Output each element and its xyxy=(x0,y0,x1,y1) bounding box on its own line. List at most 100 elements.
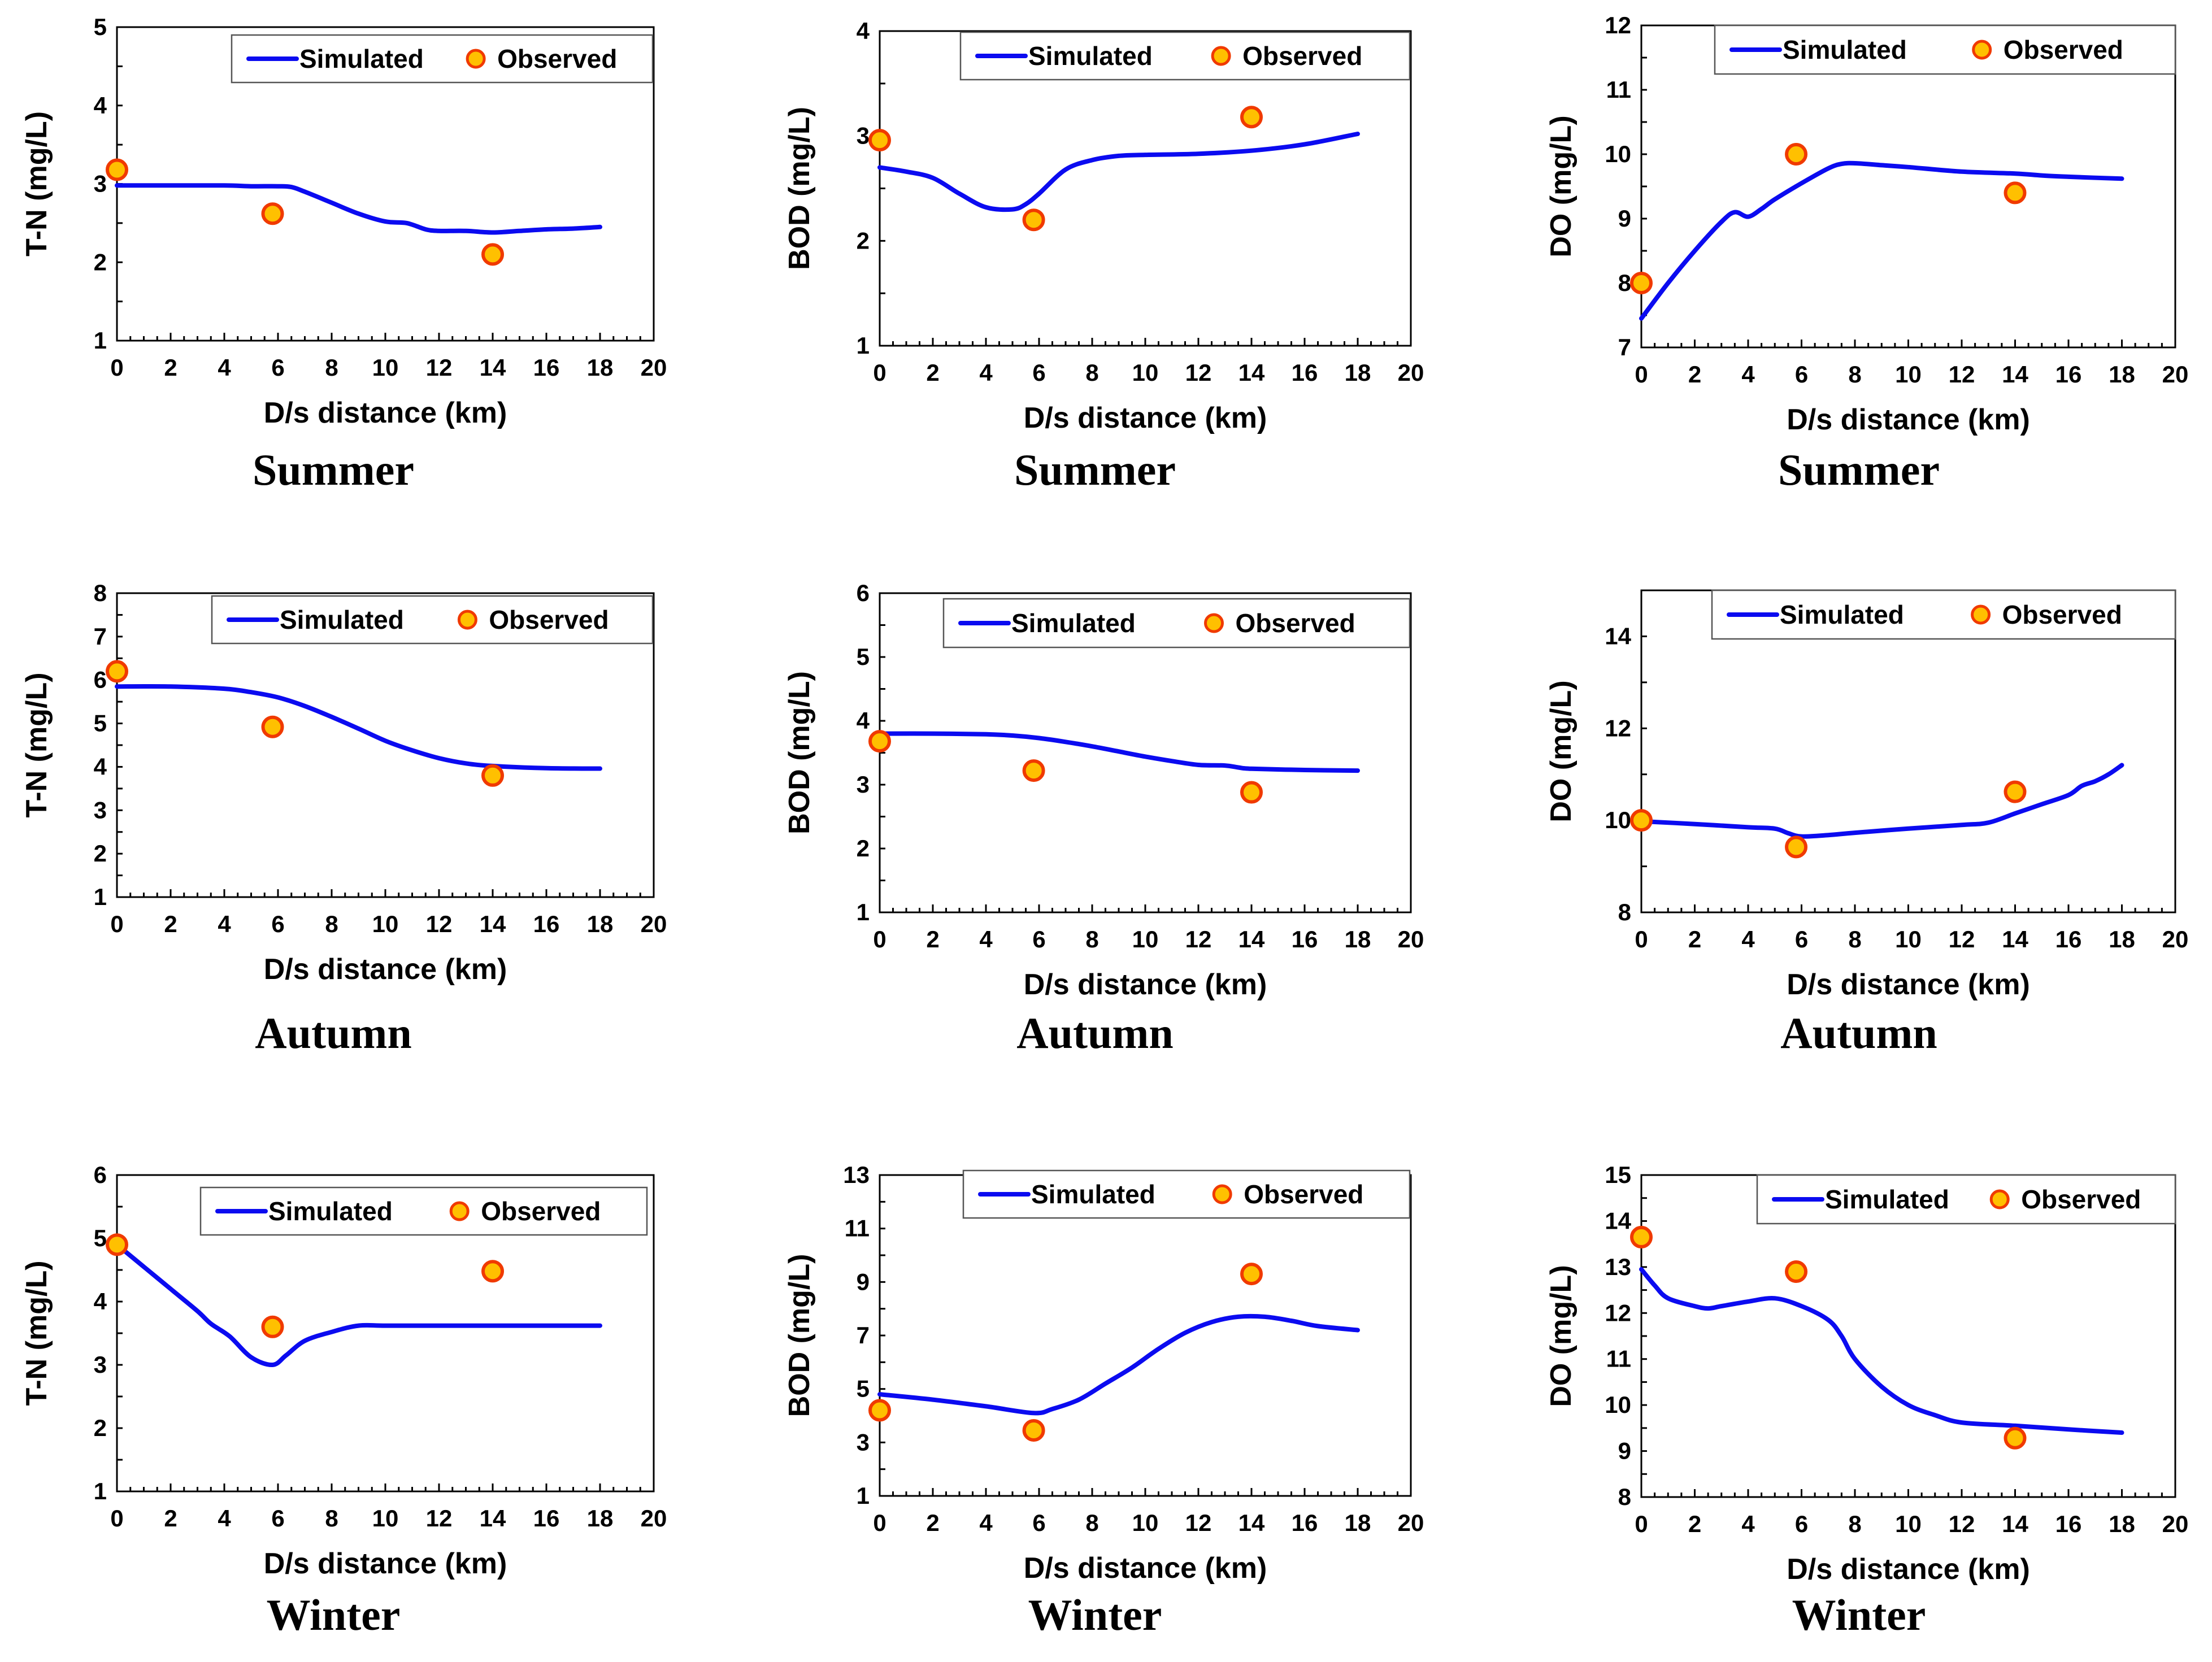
observed-point xyxy=(106,660,128,683)
y-tick-label: 5 xyxy=(94,710,107,737)
x-tick-label: 4 xyxy=(979,1509,993,1536)
legend-box xyxy=(959,31,1411,81)
observed-point xyxy=(868,1399,891,1422)
y-tick-label: 8 xyxy=(94,580,107,606)
y-tick-label: 4 xyxy=(857,18,870,44)
x-tick-label: 10 xyxy=(1132,926,1159,952)
y-tick-label: 7 xyxy=(1618,334,1631,360)
legend: Simulated Observed xyxy=(942,598,1411,649)
observed-point xyxy=(868,730,891,753)
chart-panel: 0 2 4 6 8 10 12 14 16 18 20 8 9 10 11 12 13 14 15 D/s dista… xyxy=(1545,1161,2188,1639)
x-tick-label: 12 xyxy=(1949,361,1975,388)
legend-box xyxy=(211,595,654,645)
x-tick-label: 4 xyxy=(1741,1511,1755,1537)
y-tick-label: 13 xyxy=(1605,1254,1631,1280)
legend-point-swatch xyxy=(449,1201,470,1221)
x-tick-label: 16 xyxy=(533,911,560,937)
legend-observed-label: Observed xyxy=(2021,1185,2141,1214)
simulated-line xyxy=(115,1242,602,1368)
season-caption: Summer xyxy=(1014,445,1176,494)
x-axis-title: D/s distance (km) xyxy=(264,1547,507,1580)
legend-simulated-label: Simulated xyxy=(1825,1185,1949,1214)
x-tick-label: 10 xyxy=(1895,926,1922,952)
legend-simulated-label: Simulated xyxy=(280,605,404,634)
observed-point xyxy=(2004,780,2027,803)
legend-box xyxy=(231,34,654,84)
x-tick-label: 20 xyxy=(641,911,667,937)
y-tick-label: 7 xyxy=(94,623,107,650)
x-tick-label: 8 xyxy=(1848,926,1861,952)
y-tick-label: 1 xyxy=(857,1482,870,1509)
x-tick-label: 10 xyxy=(1895,1511,1922,1537)
x-tick-label: 8 xyxy=(1085,359,1098,386)
legend: Simulated Observed xyxy=(211,595,654,645)
legend-observed-label: Observed xyxy=(489,605,609,634)
x-tick-label: 10 xyxy=(372,354,399,381)
y-tick-label: 12 xyxy=(1605,12,1631,38)
y-tick-label: 2 xyxy=(857,835,870,862)
legend-box xyxy=(962,1169,1411,1219)
x-tick-label: 8 xyxy=(1848,1511,1861,1537)
x-tick-label: 20 xyxy=(2162,1511,2189,1537)
x-tick-label: 10 xyxy=(1132,1509,1159,1536)
observed-point xyxy=(1022,1419,1045,1442)
x-tick-label: 0 xyxy=(873,359,886,386)
y-tick-label: 4 xyxy=(94,92,107,119)
season-caption: Winter xyxy=(1792,1590,1926,1639)
x-tick-label: 14 xyxy=(480,354,506,381)
legend-point-swatch xyxy=(466,49,486,69)
legend-simulated-label: Simulated xyxy=(1783,35,1907,64)
y-tick-label: 9 xyxy=(1618,1438,1631,1464)
simulated-line xyxy=(1639,763,2124,839)
legend-point-swatch xyxy=(1212,1184,1232,1204)
y-tick-label: 3 xyxy=(857,123,870,149)
y-tick-label: 6 xyxy=(857,580,870,606)
x-tick-label: 2 xyxy=(926,1509,939,1536)
x-tick-label: 14 xyxy=(2002,926,2028,952)
x-tick-label: 12 xyxy=(1185,1509,1212,1536)
y-tick-label: 3 xyxy=(94,1351,107,1378)
y-axis-title: T-N (mg/L) xyxy=(20,672,53,817)
x-tick-label: 12 xyxy=(426,1505,453,1532)
simulated-line xyxy=(1639,160,2124,321)
x-tick-label: 6 xyxy=(1032,926,1045,952)
x-tick-label: 18 xyxy=(2109,926,2135,952)
x-tick-label: 0 xyxy=(110,911,123,937)
y-axis-title: DO (mg/L) xyxy=(1545,115,1577,257)
x-tick-label: 8 xyxy=(325,911,338,937)
y-axis-title: DO (mg/L) xyxy=(1545,680,1577,822)
x-tick-label: 8 xyxy=(1848,361,1861,388)
x-tick-label: 16 xyxy=(533,354,560,381)
x-tick-label: 16 xyxy=(1292,359,1318,386)
observed-point xyxy=(1630,1225,1653,1248)
y-axis-title: T-N (mg/L) xyxy=(20,111,53,256)
legend-simulated-label: Simulated xyxy=(1031,1180,1155,1209)
legend-point-swatch xyxy=(1204,613,1224,633)
y-axis-title: DO (mg/L) xyxy=(1545,1265,1577,1407)
legend: Simulated Observed xyxy=(231,34,654,84)
x-tick-label: 14 xyxy=(2002,1511,2028,1537)
x-tick-label: 2 xyxy=(926,926,939,952)
y-tick-label: 13 xyxy=(843,1161,870,1188)
y-tick-label: 9 xyxy=(1618,205,1631,232)
x-tick-label: 20 xyxy=(1398,359,1424,386)
x-tick-label: 2 xyxy=(1688,361,1701,388)
x-axis-title: D/s distance (km) xyxy=(1024,968,1267,1001)
y-tick-label: 3 xyxy=(94,171,107,197)
legend: Simulated Observed xyxy=(1711,589,2176,640)
x-tick-label: 6 xyxy=(271,354,284,381)
y-tick-label: 3 xyxy=(857,1429,870,1455)
simulated-line xyxy=(1639,1267,2124,1435)
season-caption: Autumn xyxy=(1780,1008,1937,1058)
observed-point xyxy=(481,243,504,266)
y-tick-label: 2 xyxy=(857,227,870,254)
x-tick-label: 14 xyxy=(2002,361,2028,388)
x-tick-label: 18 xyxy=(587,1505,614,1532)
x-tick-label: 0 xyxy=(1635,361,1648,388)
x-tick-label: 6 xyxy=(271,911,284,937)
x-tick-label: 6 xyxy=(1795,361,1808,388)
x-tick-label: 20 xyxy=(2162,926,2189,952)
